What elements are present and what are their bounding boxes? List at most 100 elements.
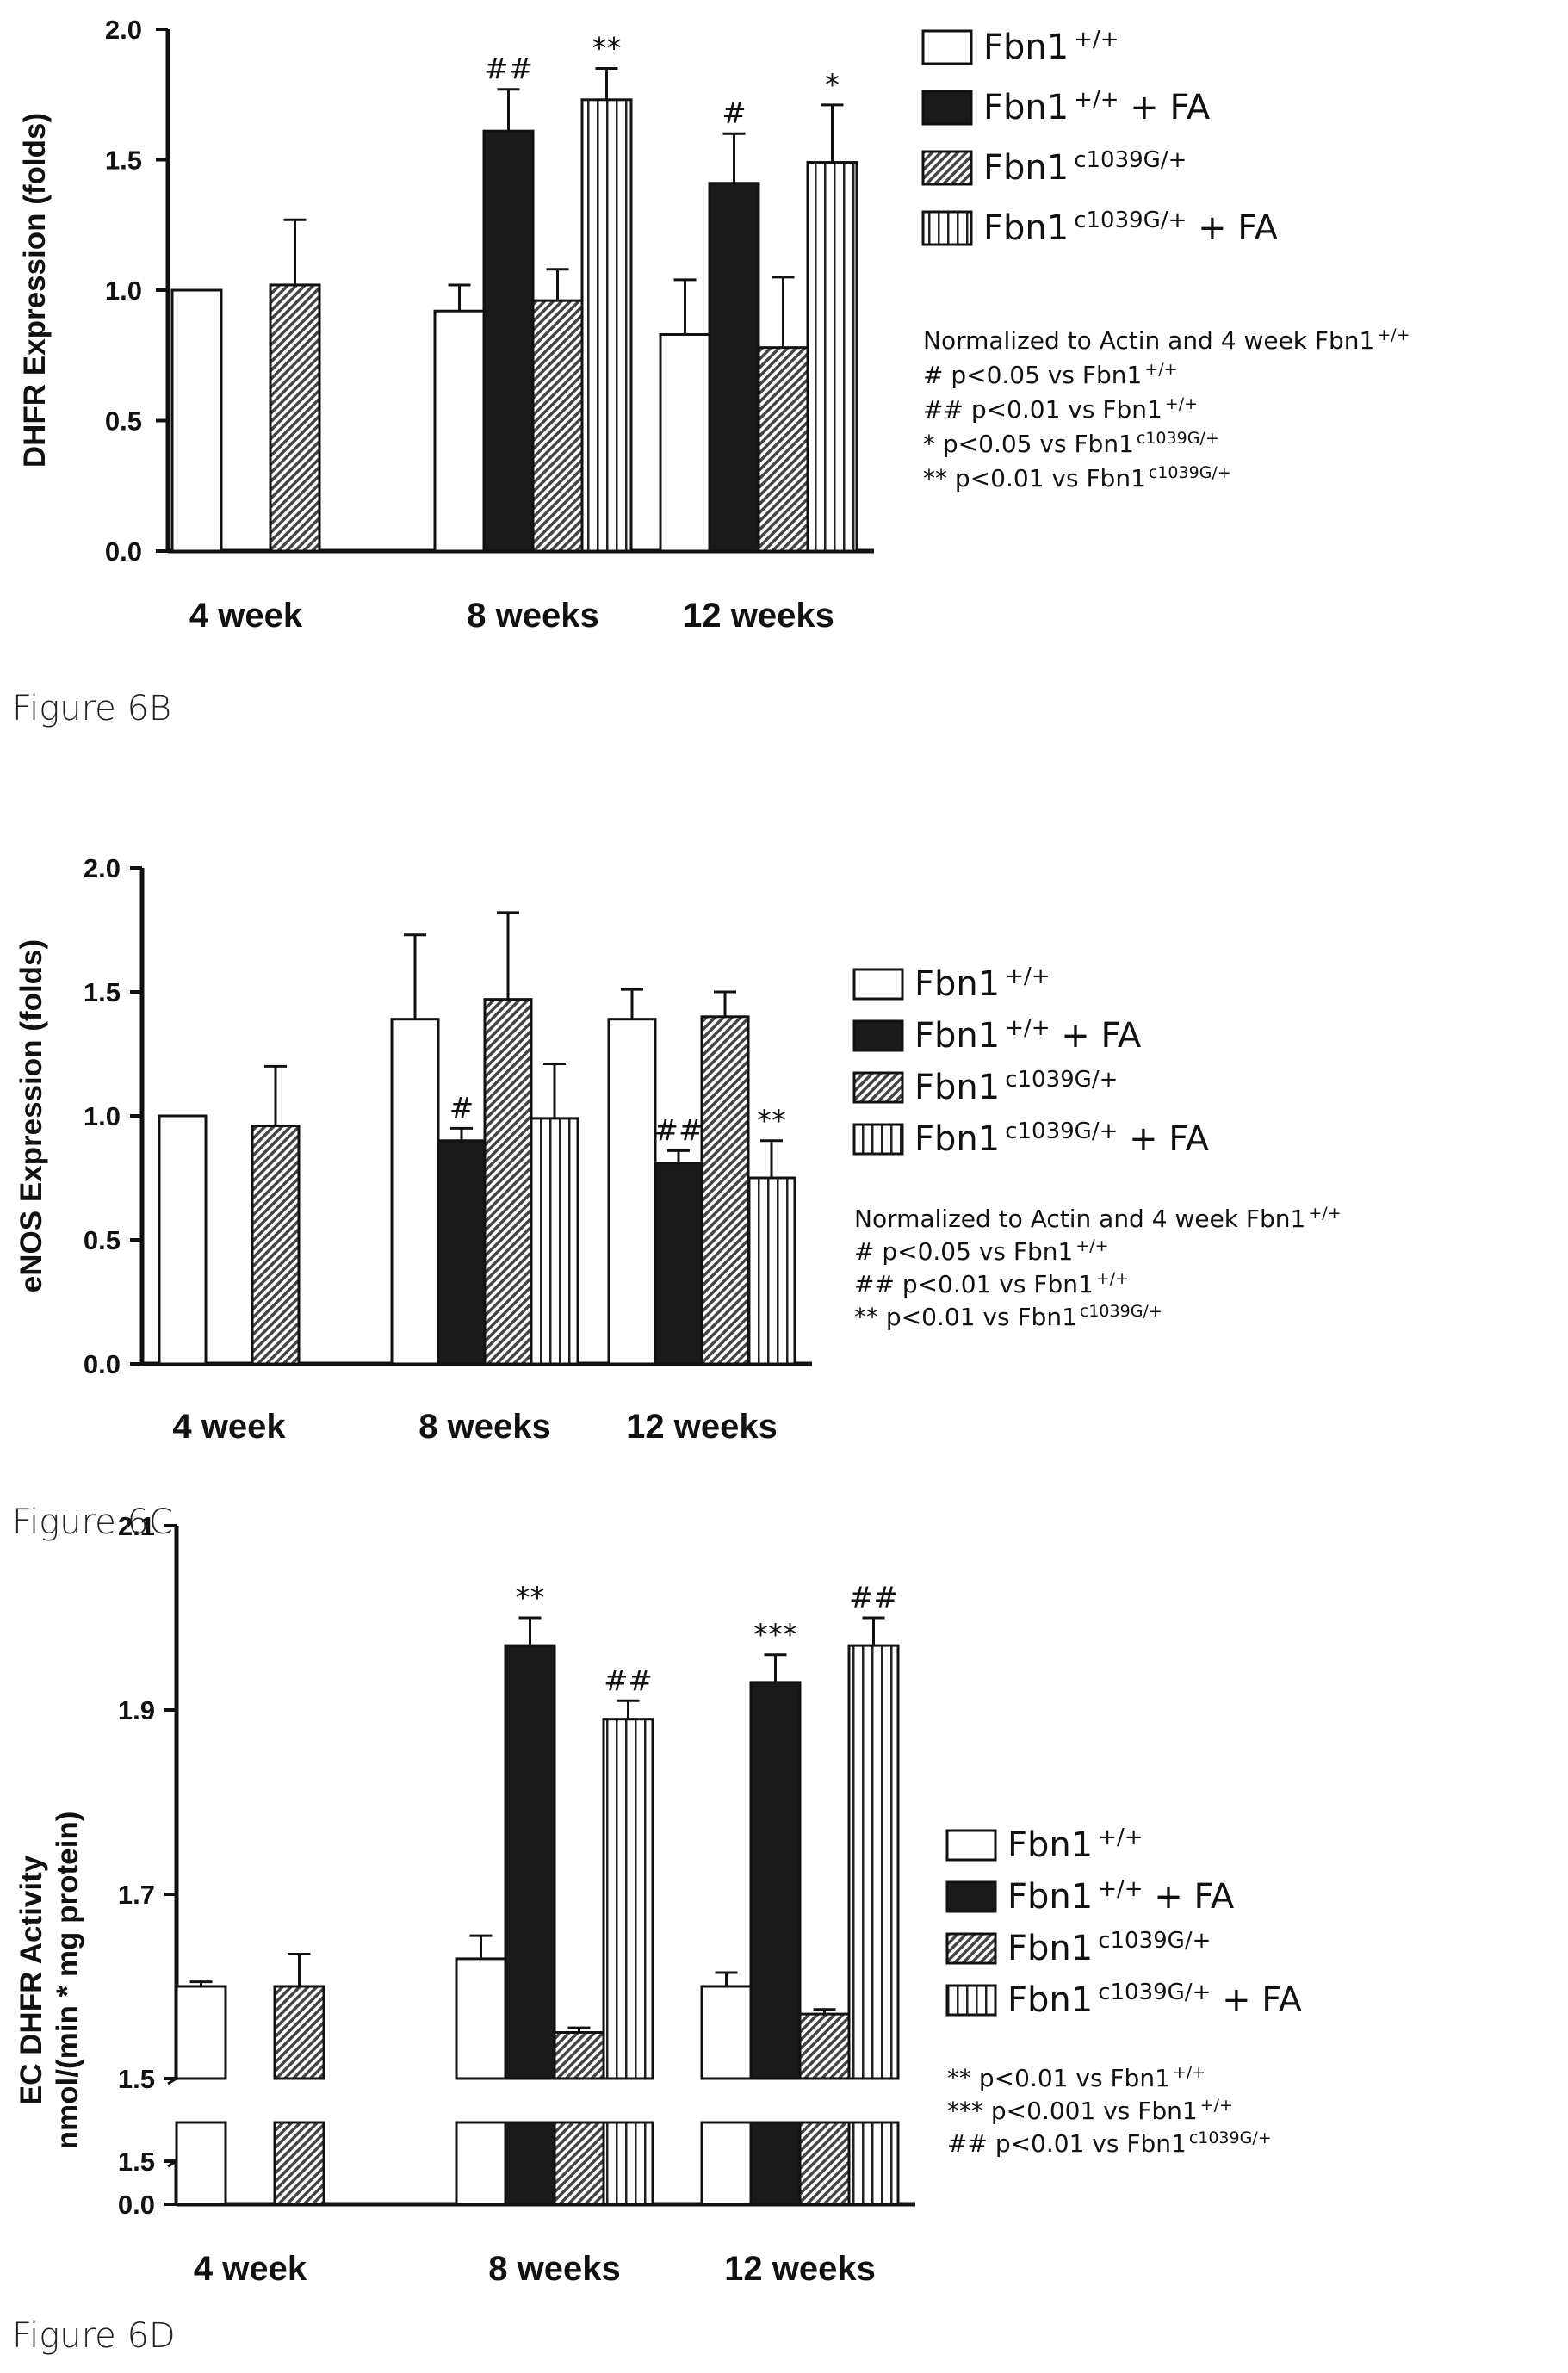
significance-note: # p<0.05 vs Fbn1 +/+ — [923, 360, 1178, 389]
significance-label: ## — [654, 1113, 703, 1148]
legend-label: Fbn1 +/+ + FA — [914, 1015, 1142, 1056]
bar — [175, 1985, 227, 2080]
legend-label: Fbn1 +/+ — [983, 27, 1119, 67]
legend-swatch — [852, 1123, 904, 1156]
bar — [273, 1985, 325, 2080]
bar-lower-segment — [798, 2121, 851, 2206]
significance-label: ## — [604, 1664, 653, 1698]
category-label: 4 week — [189, 597, 303, 635]
bar — [700, 1985, 753, 2080]
dhfr-activity-chart: 0.0 1.5 1.5 1.7 1.9 2.1 EC DHFR Activity nmol/(… — [15, 1511, 1303, 2288]
y-tick-label: 2.1 — [118, 1511, 155, 1541]
significance-note: *** p<0.001 vs Fbn1 +/+ — [947, 2096, 1233, 2125]
bar — [483, 998, 533, 1366]
bar-lower-segment — [455, 2121, 507, 2206]
category-label: 12 weeks — [626, 1408, 778, 1446]
legend-label: Fbn1 c1039G/+ — [983, 147, 1187, 188]
bar-lower-segment — [847, 2121, 900, 2206]
significance-note: ## p<0.01 vs Fbn1 +/+ — [923, 394, 1198, 424]
legend-swatch — [852, 1071, 904, 1104]
significance-note: * p<0.05 vs Fbn1 c1039G/+ — [923, 429, 1219, 458]
bar-lower-segment — [175, 2121, 227, 2206]
bar — [437, 1139, 487, 1366]
legend-label: Fbn1 c1039G/+ + FA — [1007, 1980, 1303, 2020]
legend-swatch — [852, 968, 904, 1001]
y-axis-label: eNOS Expression (folds) — [15, 939, 48, 1292]
y-tick-label: 1.0 — [84, 1101, 121, 1131]
significance-note: ## p<0.01 vs Fbn1 +/+ — [854, 1269, 1129, 1298]
significance-label: # — [722, 96, 747, 131]
legend-label: Fbn1 c1039G/+ + FA — [914, 1118, 1210, 1159]
category-label: 8 weeks — [467, 597, 598, 635]
category-label: 4 week — [194, 2250, 307, 2288]
figure-6c-caption: Figure 6C — [12, 1502, 173, 1542]
legend-swatch — [945, 1880, 997, 1913]
bar — [455, 1957, 507, 2080]
y-axis-label: DHFR Expression (folds) — [18, 113, 52, 468]
bar — [607, 1018, 657, 1366]
bar — [251, 1125, 301, 1366]
significance-label: ** — [592, 31, 622, 65]
legend-swatch — [921, 210, 973, 246]
significance-label: ## — [484, 53, 533, 87]
figure-6b-caption: Figure 6B — [12, 689, 172, 728]
legend-swatch — [945, 1829, 997, 1862]
bar — [602, 1718, 654, 2080]
y-tick-label: 0.0 — [105, 536, 142, 567]
bar — [504, 1644, 556, 2080]
y-tick-label: 1.0 — [105, 276, 142, 306]
bar — [158, 1114, 208, 1366]
bar — [806, 161, 858, 553]
y-tick-label: 1.9 — [118, 1695, 155, 1726]
y-tick-label: 1.5 — [105, 146, 142, 176]
y-tick-label: 0.0 — [84, 1349, 121, 1379]
significance-label: ** — [516, 1581, 545, 1615]
significance-note: ** p<0.01 vs Fbn1 c1039G/+ — [854, 1302, 1162, 1331]
bar-lower-segment — [602, 2121, 654, 2206]
bar — [747, 1176, 796, 1366]
legend-label: Fbn1 +/+ + FA — [1007, 1876, 1235, 1917]
legend-swatch — [921, 29, 973, 65]
bar-lower-segment — [553, 2121, 605, 2206]
legend-swatch — [945, 1932, 997, 1965]
legend-swatch — [921, 150, 973, 186]
figure-6d-caption: Figure 6D — [12, 2316, 176, 2356]
significance-note: Normalized to Actin and 4 week Fbn1 +/+ — [923, 325, 1410, 355]
significance-note: ** p<0.01 vs Fbn1 +/+ — [947, 2063, 1205, 2092]
y-tick-label: 1.5 — [118, 2147, 155, 2177]
bar — [757, 346, 809, 553]
y-tick-label: 1.7 — [118, 1880, 155, 1910]
y-tick-label: 0.5 — [84, 1225, 121, 1255]
y-tick-label: 2.0 — [84, 853, 121, 883]
significance-label: * — [825, 68, 840, 102]
significance-label: ## — [849, 1581, 898, 1615]
significance-label: *** — [753, 1618, 797, 1652]
bar — [847, 1644, 900, 2080]
legend-label: Fbn1 +/+ — [1007, 1825, 1143, 1865]
significance-note: Normalized to Actin and 4 week Fbn1 +/+ — [854, 1204, 1342, 1233]
bar-lower-segment — [504, 2121, 556, 2206]
bar — [654, 1162, 703, 1366]
significance-label: # — [449, 1091, 474, 1125]
y-tick-label: 1.5 — [118, 2064, 155, 2094]
category-label: 12 weeks — [683, 597, 834, 635]
y-tick-label: 1.5 — [84, 977, 121, 1007]
bar — [269, 283, 321, 553]
legend-label: Fbn1 c1039G/+ + FA — [983, 208, 1279, 248]
significance-note: # p<0.05 vs Fbn1 +/+ — [854, 1236, 1109, 1266]
legend-swatch — [852, 1019, 904, 1052]
bar-lower-segment — [273, 2121, 325, 2206]
bar — [530, 1117, 579, 1366]
legend-label: Fbn1 c1039G/+ — [1007, 1928, 1211, 1968]
y-tick-label: 0.5 — [105, 406, 142, 437]
significance-note: ** p<0.01 vs Fbn1 c1039G/+ — [923, 463, 1231, 493]
y-tick-label: 0.0 — [118, 2190, 155, 2220]
bar — [553, 2031, 605, 2080]
bar — [531, 299, 584, 553]
legend-label: Fbn1 +/+ + FA — [983, 87, 1211, 127]
category-label: 8 weeks — [418, 1408, 550, 1446]
bar — [170, 288, 223, 553]
significance-label: ** — [757, 1104, 786, 1138]
legend-label: Fbn1 +/+ — [914, 963, 1050, 1004]
